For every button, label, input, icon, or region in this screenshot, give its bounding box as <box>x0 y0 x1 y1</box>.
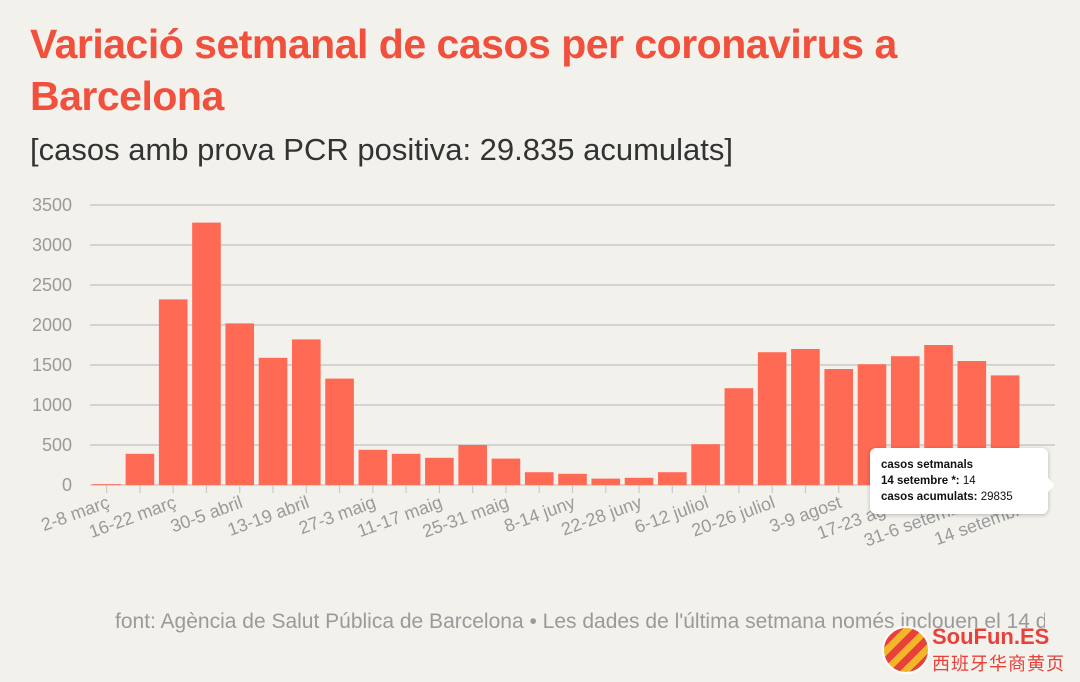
bar-13[interactable] <box>524 472 554 485</box>
tooltip-week-row: 14 setembre *: 14 <box>881 473 1037 489</box>
y-tick-label: 0 <box>62 475 72 495</box>
chart-subtitle: [casos amb prova PCR positiva: 29.835 ac… <box>30 132 734 167</box>
bar-19[interactable] <box>724 388 754 485</box>
bar-18[interactable] <box>691 444 720 485</box>
bar-3[interactable] <box>192 222 221 485</box>
bar-14[interactable] <box>558 473 587 485</box>
y-axis-tick-labels: 0 500 1000 1500 2000 2500 3000 3500 <box>32 195 72 495</box>
y-tick-label: 1000 <box>32 395 72 415</box>
y-tick-label: 3000 <box>32 235 72 255</box>
bar-9[interactable] <box>391 453 421 485</box>
bar-16[interactable] <box>624 477 654 485</box>
tooltip-heading: casos setmanals <box>881 459 974 471</box>
bar-tooltip: casos setmanals 14 setembre *: 14 casos … <box>870 448 1055 514</box>
tooltip-cumulative-value: 29835 <box>980 491 1013 503</box>
bars <box>92 222 1053 485</box>
y-tick-label: 2000 <box>32 315 72 335</box>
bar-21[interactable] <box>791 349 820 485</box>
y-tick-label: 500 <box>42 435 72 455</box>
watermark-logo: SouFun.ES 西班牙华商黄页 <box>876 622 1076 678</box>
y-tick-label: 1500 <box>32 355 72 375</box>
bar-1[interactable] <box>125 453 155 485</box>
tooltip-cumulative-row: casos acumulats: 29835 <box>881 489 1037 505</box>
source-note: font: Agència de Salut Pública de Barcel… <box>115 610 1045 633</box>
bar-22[interactable] <box>824 369 854 485</box>
bar-15[interactable] <box>591 478 621 485</box>
bar-6[interactable] <box>291 339 321 485</box>
y-tick-label: 3500 <box>32 195 72 215</box>
bar-11[interactable] <box>458 445 487 485</box>
watermark-brand: SouFun.ES <box>932 624 1050 649</box>
tooltip-week-value: 14 <box>962 475 976 487</box>
tooltip-cumulative-label: casos acumulats: <box>881 491 978 503</box>
bar-8[interactable] <box>358 449 388 485</box>
bar-10[interactable] <box>425 457 454 485</box>
bar-7[interactable] <box>325 378 354 485</box>
bar-17[interactable] <box>658 472 687 485</box>
bar-5[interactable] <box>258 357 288 485</box>
watermark-subtitle: 西班牙华商黄页 <box>932 654 1065 674</box>
bar-20[interactable] <box>757 352 787 485</box>
bar-4[interactable] <box>225 323 255 485</box>
watermark-circle-icon <box>882 626 930 674</box>
y-tick-label: 2500 <box>32 275 72 295</box>
bar-2[interactable] <box>158 299 188 485</box>
tooltip-week-label: 14 setembre *: <box>881 475 960 487</box>
bar-0[interactable] <box>92 484 121 485</box>
tooltip-arrow <box>1048 478 1055 492</box>
chart-title: Variació setmanal de casos per coronavir… <box>30 21 897 119</box>
bar-12[interactable] <box>491 458 521 485</box>
